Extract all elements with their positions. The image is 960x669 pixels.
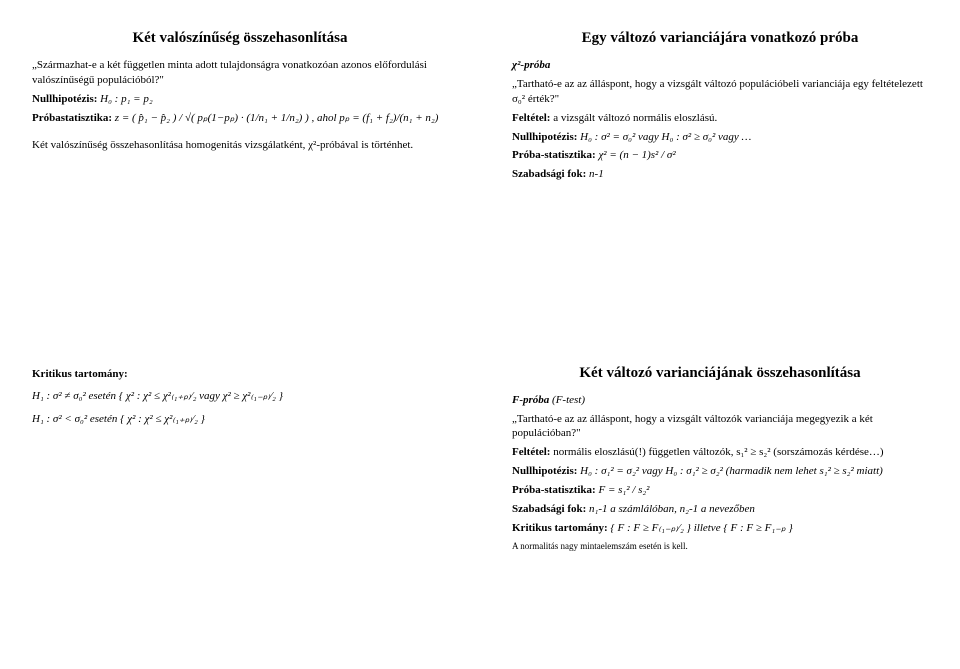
q4-probastat-label: Próba-statisztika: bbox=[512, 484, 596, 496]
quad-top-right: Egy változó varianciájára vonatkozó prób… bbox=[480, 0, 960, 335]
q2-probastat: Próba-statisztika: χ² = (n − 1)s² / σ² bbox=[512, 148, 928, 163]
q1-note: Két valószínűség összehasonlítása homoge… bbox=[32, 138, 448, 153]
q4-subheader-label: F-próba bbox=[512, 394, 549, 406]
q4-nullhyp: Nullhipotézis: H₀ : σ₁² = σ₂² vagy H₀ : … bbox=[512, 464, 928, 479]
quad-bottom-right: Két változó varianciájának összehasonlít… bbox=[480, 335, 960, 669]
q4-cond-label: Feltétel: bbox=[512, 446, 550, 458]
q2-cond-text: a vizsgált változó normális eloszlású. bbox=[553, 112, 717, 124]
q4-cond: Feltétel: normális eloszlású(!) függetle… bbox=[512, 445, 928, 460]
q4-crit-label: Kritikus tartomány: bbox=[512, 522, 608, 534]
q2-probastat-label: Próba-statisztika: bbox=[512, 149, 596, 161]
q2-title: Egy változó varianciájára vonatkozó prób… bbox=[512, 28, 928, 48]
q3-line2: H₁ : σ² < σ₀² esetén { χ² : χ² ≤ χ²₍₁₊ₚ₎… bbox=[32, 412, 448, 427]
q4-subheader: F-próba (F-test) bbox=[512, 393, 928, 408]
q2-dof-expr: n-1 bbox=[589, 168, 604, 180]
q4-nullhyp-label: Nullhipotézis: bbox=[512, 465, 577, 477]
q4-probastat-expr: F = s₁² / s₂² bbox=[598, 484, 649, 496]
q2-dof: Szabadsági fok: n-1 bbox=[512, 167, 928, 182]
q1-nullhyp-expr: H₀ : p₁ = p₂ bbox=[100, 93, 153, 105]
q2-nullhyp: Nullhipotézis: H₀ : σ² = σ₀² vagy H₀ : σ… bbox=[512, 130, 928, 145]
q4-dof-label: Szabadsági fok: bbox=[512, 503, 586, 515]
q2-subheader: χ²-próba bbox=[512, 58, 928, 73]
q4-dof: Szabadsági fok: n₁-1 a számlálóban, n₂-1… bbox=[512, 502, 928, 517]
q4-title: Két változó varianciájának összehasonlít… bbox=[512, 363, 928, 383]
q4-crit-expr: { F : F ≥ F₍₁₋ₚ₎⁄₂ } illetve { F : F ≥ F… bbox=[610, 522, 792, 534]
q1-probastat: Próbastatisztika: z = ( p̂₁ − p̂₂ ) / √(… bbox=[32, 111, 448, 126]
quad-top-left: Két valószínűség összehasonlítása „Szárm… bbox=[0, 0, 480, 335]
q2-nullhyp-label: Nullhipotézis: bbox=[512, 131, 577, 143]
q1-probastat-expr: z = ( p̂₁ − p̂₂ ) / √( pₚ(1−pₚ) · (1/n₁ … bbox=[115, 112, 439, 124]
q2-intro: „Tartható-e az az álláspont, hogy a vizs… bbox=[512, 77, 928, 107]
q4-smallnote: A normalitás nagy mintaelemszám esetén i… bbox=[512, 540, 928, 552]
q4-dof-expr: n₁-1 a számlálóban, n₂-1 a nevezőben bbox=[589, 503, 755, 515]
q1-nullhyp-label: Nullhipotézis: bbox=[32, 93, 97, 105]
q4-cond-text: normális eloszlású(!) független változók… bbox=[553, 446, 883, 458]
q2-probastat-expr: χ² = (n − 1)s² / σ² bbox=[598, 149, 675, 161]
quad-bottom-left: Kritikus tartomány: H₁ : σ² ≠ σ₀² esetén… bbox=[0, 335, 480, 669]
q4-crit: Kritikus tartomány: { F : F ≥ F₍₁₋ₚ₎⁄₂ }… bbox=[512, 521, 928, 536]
q4-intro: „Tartható-e az az álláspont, hogy a vizs… bbox=[512, 412, 928, 442]
q2-nullhyp-expr: H₀ : σ² = σ₀² vagy H₀ : σ² ≥ σ₀² vagy … bbox=[580, 131, 751, 143]
q1-intro: „Származhat-e a két független minta adot… bbox=[32, 58, 448, 88]
q3-line1: H₁ : σ² ≠ σ₀² esetén { χ² : χ² ≤ χ²₍₁₊ₚ₎… bbox=[32, 389, 448, 404]
q4-subheader-paren: (F-test) bbox=[552, 394, 585, 406]
q2-cond: Feltétel: a vizsgált változó normális el… bbox=[512, 111, 928, 126]
q3-crit-label: Kritikus tartomány: bbox=[32, 367, 448, 382]
q1-nullhyp: Nullhipotézis: H₀ : p₁ = p₂ bbox=[32, 92, 448, 107]
q4-probastat: Próba-statisztika: F = s₁² / s₂² bbox=[512, 483, 928, 498]
q2-dof-label: Szabadsági fok: bbox=[512, 168, 586, 180]
q2-cond-label: Feltétel: bbox=[512, 112, 550, 124]
q4-nullhyp-expr: H₀ : σ₁² = σ₂² vagy H₀ : σ₁² ≥ σ₂² (harm… bbox=[580, 465, 883, 477]
q1-title: Két valószínűség összehasonlítása bbox=[32, 28, 448, 48]
q1-probastat-label: Próbastatisztika: bbox=[32, 112, 112, 124]
